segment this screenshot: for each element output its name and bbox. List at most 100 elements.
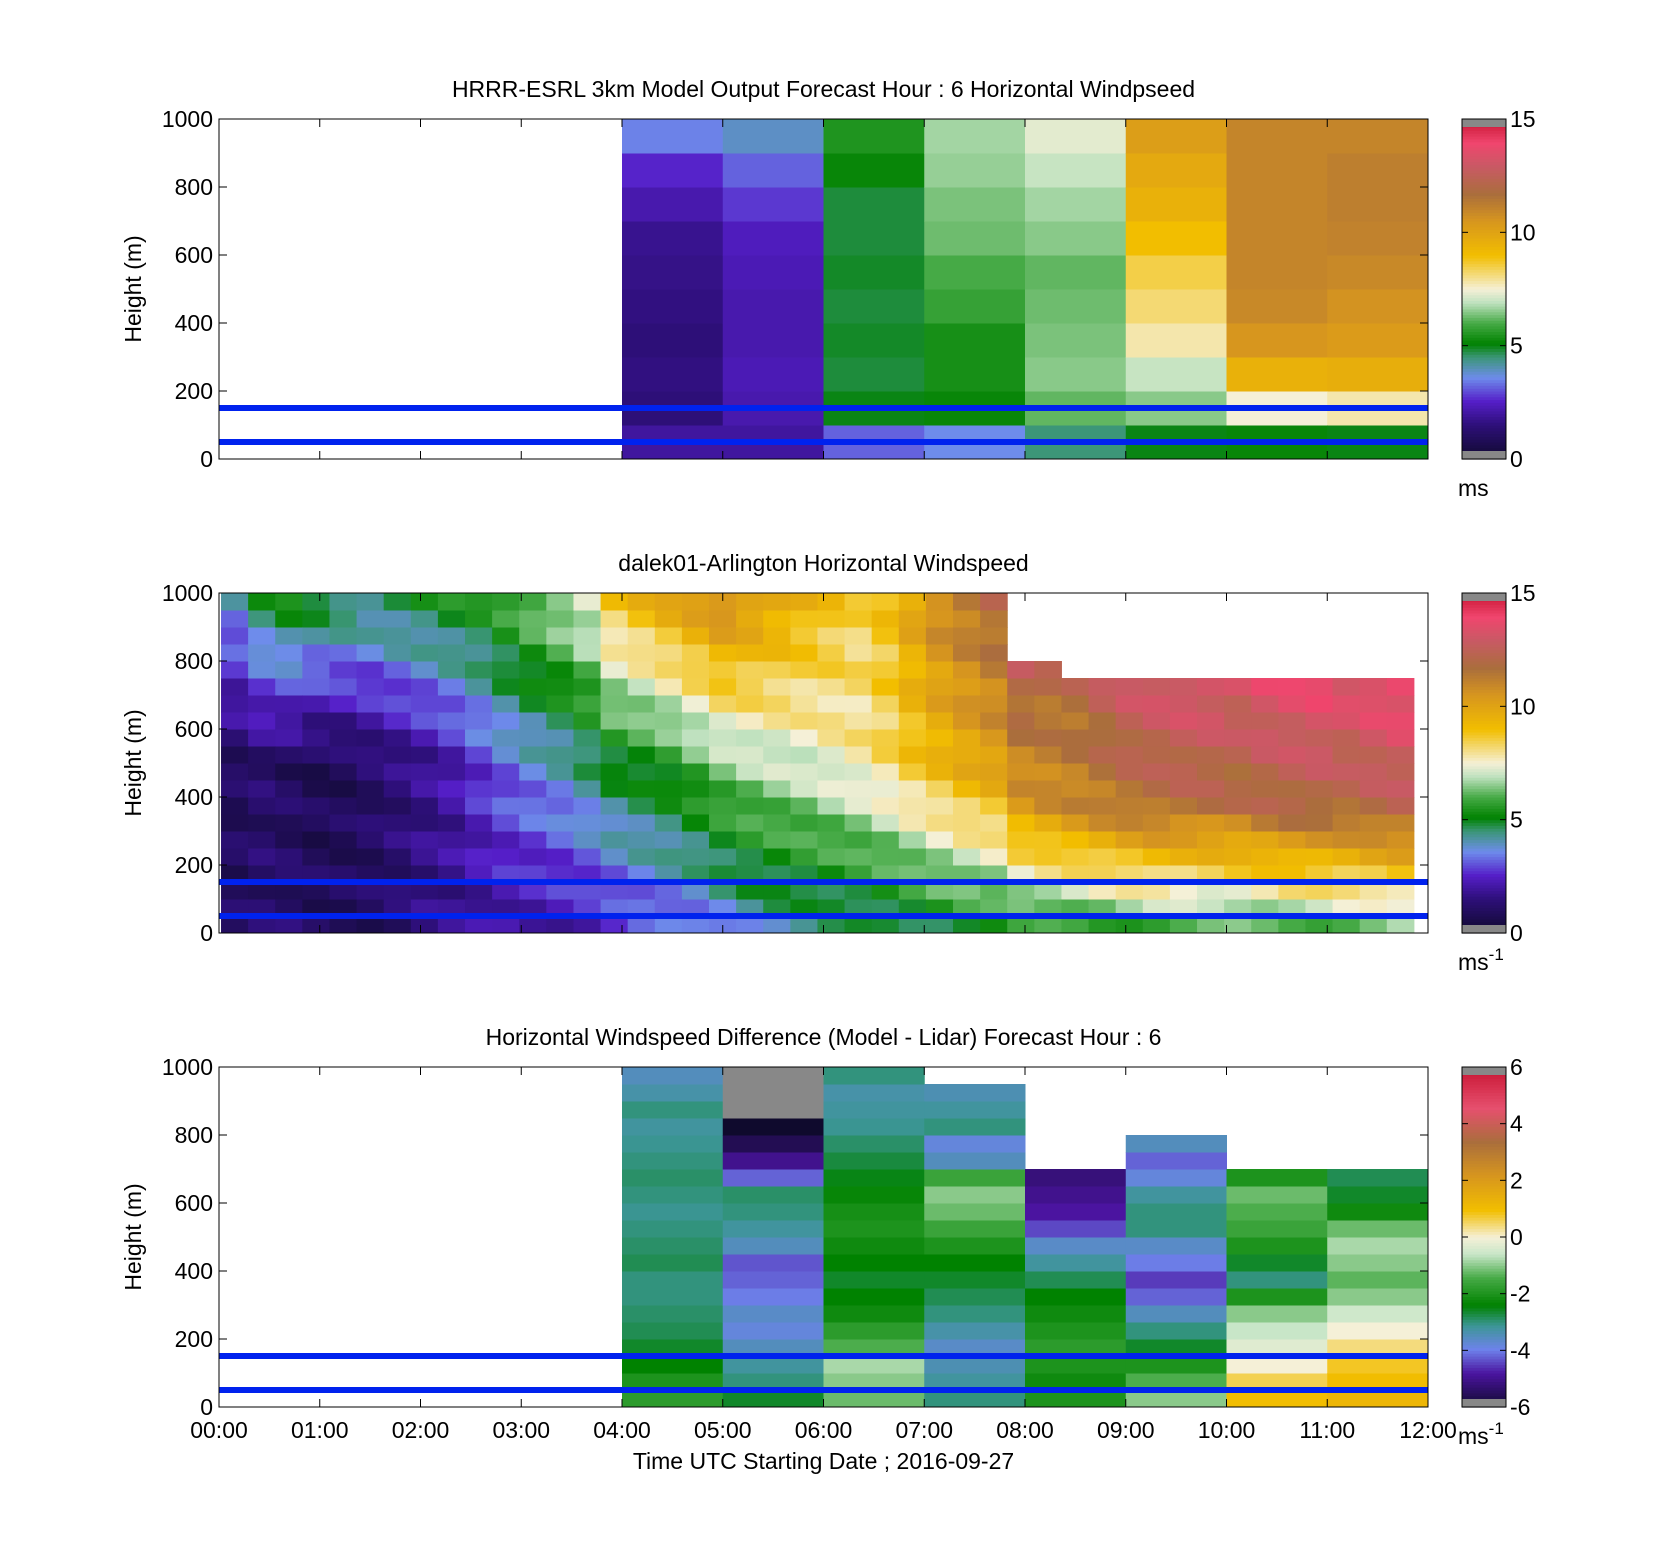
colorbar-band: [1462, 825, 1506, 829]
heatmap-cell: [1386, 848, 1415, 866]
heatmap-cell: [465, 831, 493, 849]
heatmap-cell: [573, 848, 602, 866]
heatmap-cell: [1224, 695, 1252, 713]
colorbar-band: [1462, 153, 1506, 157]
heatmap-cell: [356, 695, 385, 713]
colorbar-band: [1462, 695, 1506, 699]
heatmap-cell: [898, 661, 927, 679]
heatmap-cell: [465, 593, 493, 611]
heatmap-cell: [519, 865, 547, 883]
heatmap-cell: [600, 899, 629, 917]
heatmap-cell: [763, 695, 791, 713]
heatmap-cell: [736, 780, 764, 798]
heatmap-cell: [356, 797, 385, 815]
heatmap-cell: [844, 627, 873, 645]
heatmap-cell: [275, 712, 303, 730]
heatmap-cell: [1224, 848, 1252, 866]
heatmap-cell: [356, 899, 385, 917]
colorbar-band: [1462, 814, 1506, 818]
heatmap-cell: [722, 1237, 824, 1255]
colorbar-band: [1462, 325, 1506, 330]
heatmap-cell: [817, 746, 846, 764]
colorbar-band: [1462, 240, 1506, 245]
heatmap-cell: [1025, 1373, 1127, 1391]
heatmap-cell: [519, 814, 547, 832]
heatmap-cell: [924, 1339, 1026, 1357]
x-tick-label: 00:00: [190, 1417, 248, 1443]
heatmap-cell: [248, 593, 276, 611]
heatmap-cell: [1278, 695, 1306, 713]
heatmap-cell: [722, 221, 824, 256]
colorbar-band: [1462, 663, 1506, 668]
colorbar-band: [1462, 328, 1506, 333]
heatmap-cell: [383, 746, 412, 764]
heatmap-cell: [465, 729, 493, 747]
heatmap-cell: [1327, 1390, 1429, 1408]
heatmap-cell: [871, 593, 900, 611]
heatmap-cell: [1197, 780, 1225, 798]
heatmap-cell: [1169, 678, 1198, 696]
heatmap-cell: [871, 865, 900, 883]
heatmap-cell: [383, 678, 412, 696]
heatmap-cell: [1007, 661, 1035, 679]
colorbar-band: [1462, 808, 1506, 812]
colorbar-band: [1462, 1163, 1506, 1167]
colorbar-band: [1462, 1225, 1506, 1230]
colorbar-band: [1462, 272, 1506, 276]
heatmap-cell: [1125, 119, 1227, 154]
heatmap-cell: [1142, 729, 1171, 747]
y-tick-label: 200: [175, 852, 213, 878]
heatmap-cell: [898, 780, 927, 798]
colorbar-band: [1462, 831, 1506, 835]
heatmap-cell: [925, 763, 954, 781]
heatmap-cell: [681, 746, 710, 764]
heatmap-cell: [1332, 899, 1361, 917]
heatmap-cell: [823, 1203, 925, 1221]
colorbar-band: [1462, 1322, 1506, 1326]
heatmap-cell: [736, 695, 764, 713]
colorbar-band: [1462, 785, 1506, 790]
heatmap-cell: [573, 814, 602, 832]
heatmap-cell: [329, 695, 358, 713]
heatmap-cell: [622, 119, 724, 154]
heatmap-cell: [302, 831, 330, 849]
heatmap-cell: [1327, 1203, 1429, 1221]
heatmap-cell: [722, 1254, 824, 1272]
heatmap-cell: [898, 746, 927, 764]
y-tick-label: 800: [175, 648, 213, 674]
heatmap-cell: [898, 814, 927, 832]
colorbar-underflow: [1462, 1399, 1506, 1407]
heatmap-cells: [622, 119, 1429, 460]
colorbar-band: [1462, 187, 1506, 191]
heatmap-cell: [1061, 746, 1090, 764]
heatmap-cell: [329, 763, 358, 781]
heatmap-cell: [1332, 712, 1361, 730]
heatmap-cell: [1142, 814, 1171, 832]
heatmap-cell: [980, 899, 1008, 917]
heatmap-cell: [600, 814, 629, 832]
heatmap-cell: [622, 153, 724, 188]
heatmap-cell: [763, 644, 791, 662]
heatmap-cell: [736, 916, 764, 934]
heatmap-cell: [248, 712, 276, 730]
heatmap-cell: [492, 865, 520, 883]
colorbar-band: [1462, 439, 1506, 443]
colorbar-band: [1462, 1305, 1506, 1309]
heatmap-cell: [925, 882, 954, 900]
heatmap-cell: [1332, 848, 1361, 866]
colorbar-tick-label: 15: [1510, 580, 1536, 606]
heatmap-cell: [844, 593, 873, 611]
heatmap-cell: [356, 882, 385, 900]
heatmap-cell: [681, 848, 710, 866]
heatmap-cell: [1169, 814, 1198, 832]
colorbar-band: [1462, 1341, 1506, 1346]
heatmap-cell: [1025, 357, 1127, 392]
colorbar-band: [1462, 286, 1506, 290]
heatmap-cell: [1061, 916, 1090, 934]
colorbar-band: [1462, 1222, 1506, 1227]
heatmap-cell: [1197, 814, 1225, 832]
colorbar-band: [1462, 1265, 1506, 1269]
heatmap-cell: [1115, 678, 1144, 696]
heatmap-cell: [722, 1288, 824, 1306]
